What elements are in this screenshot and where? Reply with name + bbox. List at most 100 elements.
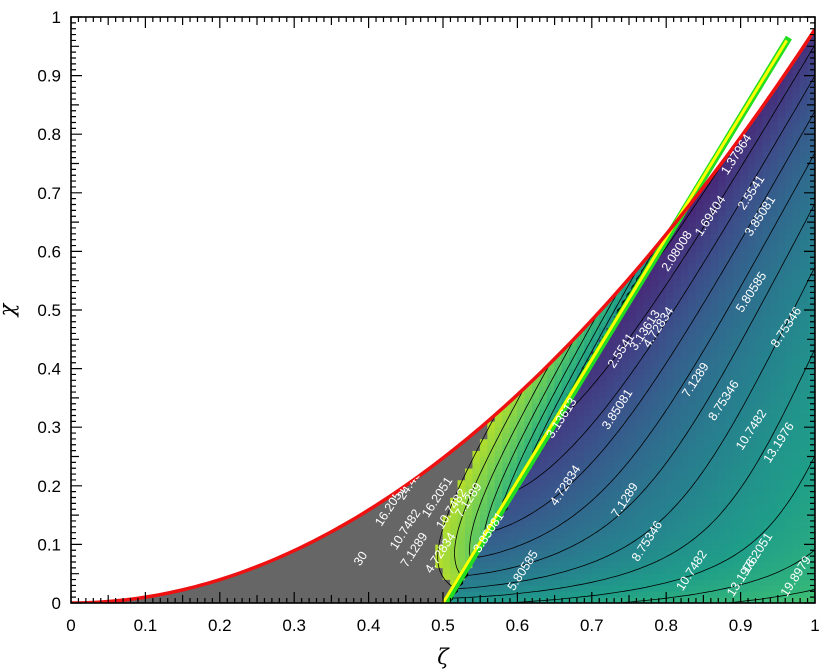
heatmap-cell: [762, 344, 771, 352]
heatmap-cell: [747, 532, 756, 539]
heatmap-cell: [472, 561, 481, 569]
heatmap-cell: [226, 585, 235, 592]
heatmap-cell: [405, 532, 414, 539]
heatmap-cell: [792, 432, 801, 440]
heatmap-cell: [673, 239, 682, 246]
heatmap-cell: [524, 403, 533, 410]
heatmap-cell: [695, 403, 704, 410]
heatmap-cell: [345, 573, 355, 580]
heatmap-cell: [539, 456, 548, 463]
heatmap-cell: [688, 555, 697, 563]
heatmap-cell: [680, 438, 689, 446]
heatmap-cell: [732, 385, 741, 393]
heatmap-cell: [584, 473, 593, 481]
heatmap-cell: [799, 374, 808, 381]
heatmap-cell: [420, 579, 429, 586]
heatmap-cell: [591, 503, 600, 510]
heatmap-cell: [345, 561, 355, 569]
heatmap-cell: [584, 339, 593, 346]
heatmap-cell: [740, 391, 749, 399]
heatmap-cell: [784, 544, 793, 551]
heatmap-cell: [531, 567, 541, 574]
heatmap-cell: [755, 356, 764, 364]
heatmap-cell: [651, 421, 660, 428]
heatmap-cell: [338, 532, 347, 539]
heatmap-cell: [390, 567, 399, 574]
heatmap-cell: [710, 333, 719, 340]
heatmap-cell: [531, 479, 541, 487]
heatmap-cell: [680, 356, 689, 364]
heatmap-cell: [651, 391, 660, 399]
heatmap-cell: [777, 573, 786, 580]
heatmap-cell: [747, 344, 756, 352]
heatmap-cell: [465, 590, 474, 598]
heatmap-cell: [695, 421, 704, 428]
heatmap-cell: [710, 538, 719, 545]
heatmap-cell: [479, 585, 488, 592]
heatmap-cell: [777, 204, 786, 211]
heatmap-cell: [398, 561, 407, 569]
heatmap-cell: [450, 473, 459, 481]
heatmap-cell: [472, 508, 481, 516]
heatmap-cell: [546, 491, 555, 498]
heatmap-cell: [427, 503, 436, 510]
heatmap-cell: [539, 473, 548, 481]
heatmap-cell: [598, 309, 607, 317]
heatmap-cell: [479, 590, 488, 598]
heatmap-cell: [665, 573, 674, 580]
heatmap-cell: [732, 256, 741, 264]
heatmap-cell: [651, 438, 660, 446]
heatmap-cell: [472, 444, 481, 451]
heatmap-cell: [747, 163, 756, 170]
heatmap-cell: [807, 327, 815, 334]
heatmap-cell: [740, 251, 749, 258]
heatmap-cell: [725, 555, 734, 563]
heatmap-cell: [487, 579, 496, 586]
heatmap-cell: [770, 169, 779, 176]
heatmap-cell: [807, 221, 815, 229]
heatmap-cell: [792, 40, 801, 47]
heatmap-cell: [703, 497, 712, 504]
heatmap-cell: [576, 385, 585, 393]
heatmap-cell: [561, 333, 570, 340]
heatmap-cell: [680, 327, 689, 334]
heatmap-cell: [784, 462, 793, 469]
heatmap-cell: [204, 573, 213, 580]
heatmap-cell: [688, 585, 697, 592]
heatmap-cell: [398, 520, 407, 528]
heatmap-cell: [695, 520, 704, 528]
heatmap-cell: [331, 596, 340, 604]
heatmap-cell: [241, 579, 250, 586]
heatmap-cell: [717, 204, 727, 211]
heatmap-cell: [673, 256, 682, 264]
heatmap-cell: [658, 333, 667, 340]
heatmap-cell: [725, 579, 734, 586]
heatmap-cell: [509, 385, 518, 393]
heatmap-cell: [710, 415, 719, 422]
heatmap-cell: [308, 596, 317, 604]
heatmap-cell: [770, 473, 779, 481]
heatmap-cell: [338, 596, 347, 604]
heatmap-cell: [680, 514, 689, 522]
heatmap-cell: [665, 596, 674, 604]
heatmap-cell: [740, 139, 749, 147]
heatmap-cell: [695, 415, 704, 422]
heatmap-cell: [784, 163, 793, 170]
heatmap-cell: [584, 456, 593, 463]
heatmap-cell: [673, 297, 682, 305]
heatmap-cell: [591, 473, 600, 481]
heatmap-cell: [717, 590, 727, 598]
heatmap-cell: [442, 526, 451, 533]
heatmap-cell: [606, 450, 615, 457]
heatmap-cell: [747, 450, 756, 457]
heatmap-cell: [732, 415, 741, 422]
heatmap-cell: [465, 585, 474, 592]
heatmap-cell: [740, 256, 749, 264]
heatmap-cell: [613, 374, 622, 381]
heatmap-cell: [747, 573, 756, 580]
heatmap-cell: [651, 514, 660, 522]
heatmap-cell: [628, 256, 637, 264]
heatmap-cell: [643, 438, 652, 446]
heatmap-cell: [293, 573, 302, 580]
heatmap-cell: [695, 233, 704, 240]
